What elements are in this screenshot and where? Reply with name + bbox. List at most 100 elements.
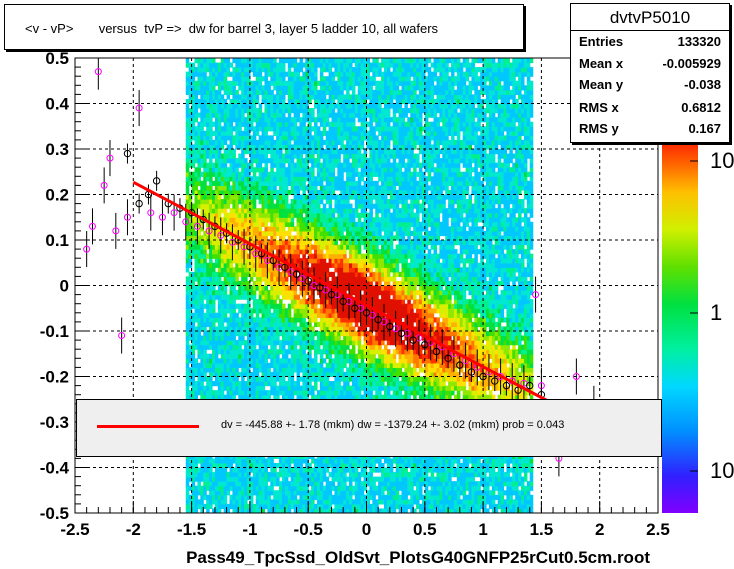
heatmap-cell — [337, 494, 341, 500]
heatmap-cell — [296, 199, 301, 205]
heatmap-cell — [206, 112, 210, 118]
heatmap-cell — [246, 58, 251, 64]
heatmap-cell — [214, 180, 219, 186]
heatmap-cell — [244, 149, 248, 155]
heatmap-cell — [293, 381, 298, 387]
heatmap-cell — [305, 290, 309, 296]
heatmap-cell — [302, 481, 306, 487]
heatmap-cell — [270, 267, 274, 273]
heatmap-cell — [241, 317, 245, 323]
heatmap-cell — [220, 189, 225, 196]
heatmap-cell — [258, 349, 263, 355]
heatmap-cell — [206, 121, 210, 127]
heatmap-cell — [273, 303, 277, 309]
heatmap-cell — [287, 162, 292, 168]
heatmap-cell — [325, 271, 330, 277]
heatmap-cell — [287, 139, 292, 146]
heatmap-cell — [293, 472, 298, 478]
heatmap-cell — [308, 139, 312, 146]
heatmap-cell — [302, 253, 306, 259]
heatmap-cell — [249, 194, 254, 200]
heatmap-cell — [331, 76, 336, 82]
heatmap-cell — [279, 312, 283, 318]
heatmap-cell — [319, 494, 324, 500]
heatmap-cell — [255, 467, 260, 473]
heatmap-cell — [293, 276, 298, 282]
heatmap-cell — [188, 467, 193, 473]
heatmap-cell — [311, 212, 315, 218]
heatmap-cell — [270, 344, 274, 350]
heatmap-cell — [299, 476, 303, 482]
heatmap-cell — [270, 485, 274, 491]
heatmap-cell — [322, 226, 327, 232]
heatmap-cell — [287, 203, 292, 209]
heatmap-cell — [319, 249, 324, 255]
heatmap-cell — [314, 62, 318, 68]
heatmap-cell — [194, 335, 199, 341]
heatmap-cell — [258, 212, 263, 218]
heatmap-cell — [290, 367, 295, 373]
heatmap-cell — [223, 376, 228, 382]
heatmap-cell — [270, 153, 274, 159]
heatmap-cell — [244, 390, 248, 396]
heatmap-cell — [343, 490, 347, 496]
heatmap-cell — [281, 226, 286, 232]
heatmap-cell — [223, 276, 228, 282]
heatmap-cell — [290, 212, 295, 218]
heatmap-cell — [246, 303, 251, 309]
heatmap-cell — [293, 244, 298, 250]
heatmap-cell — [191, 149, 196, 155]
heatmap-cell — [319, 135, 324, 141]
heatmap-cell — [322, 344, 327, 350]
heatmap-cell — [200, 344, 204, 350]
heatmap-cell — [279, 349, 283, 355]
heatmap-cell — [273, 508, 277, 513]
heatmap-cell — [246, 290, 251, 296]
heatmap-cell — [255, 117, 260, 123]
heatmap-cell — [185, 290, 190, 296]
heatmap-cell — [261, 303, 266, 309]
heatmap-cell — [241, 80, 245, 86]
heatmap-cell — [328, 299, 333, 305]
heatmap-cell — [212, 317, 216, 323]
heatmap-cell — [194, 362, 199, 368]
heatmap-cell — [235, 94, 239, 100]
heatmap-cell — [322, 230, 327, 237]
heatmap-cell — [287, 267, 292, 273]
heatmap-cell — [270, 472, 274, 478]
heatmap-cell — [217, 71, 222, 77]
heatmap-cell — [276, 189, 280, 196]
heatmap-cell — [191, 490, 196, 496]
heatmap-cell — [249, 267, 254, 273]
heatmap-cell — [200, 308, 204, 314]
heatmap-cell — [293, 208, 298, 214]
heatmap-cell — [200, 267, 204, 273]
heatmap-cell — [319, 194, 324, 200]
heatmap-cell — [308, 508, 312, 513]
heatmap-cell — [305, 367, 309, 373]
heatmap-cell — [308, 167, 312, 173]
heatmap-cell — [191, 381, 196, 387]
heatmap-cell — [264, 117, 268, 123]
heatmap-cell — [191, 485, 196, 491]
heatmap-cell — [325, 76, 330, 82]
heatmap-cell — [322, 472, 327, 478]
heatmap-cell — [252, 176, 257, 182]
heatmap-cell — [284, 381, 289, 387]
heatmap-cell — [212, 267, 216, 273]
heatmap-cell — [232, 203, 236, 209]
heatmap-cell — [214, 112, 219, 118]
heatmap-cell — [325, 381, 330, 387]
heatmap-cell — [314, 494, 318, 500]
heatmap-cell — [249, 481, 254, 487]
heatmap-cell — [203, 349, 207, 355]
heatmap-cell — [293, 262, 298, 268]
heatmap-cell — [340, 162, 344, 168]
heatmap-cell — [322, 331, 327, 337]
heatmap-cell — [244, 158, 248, 164]
heatmap-cell — [188, 71, 193, 77]
heatmap-cell — [331, 390, 336, 396]
heatmap-cell — [308, 249, 312, 255]
heatmap-cell — [308, 158, 312, 164]
heatmap-cell — [273, 158, 277, 164]
